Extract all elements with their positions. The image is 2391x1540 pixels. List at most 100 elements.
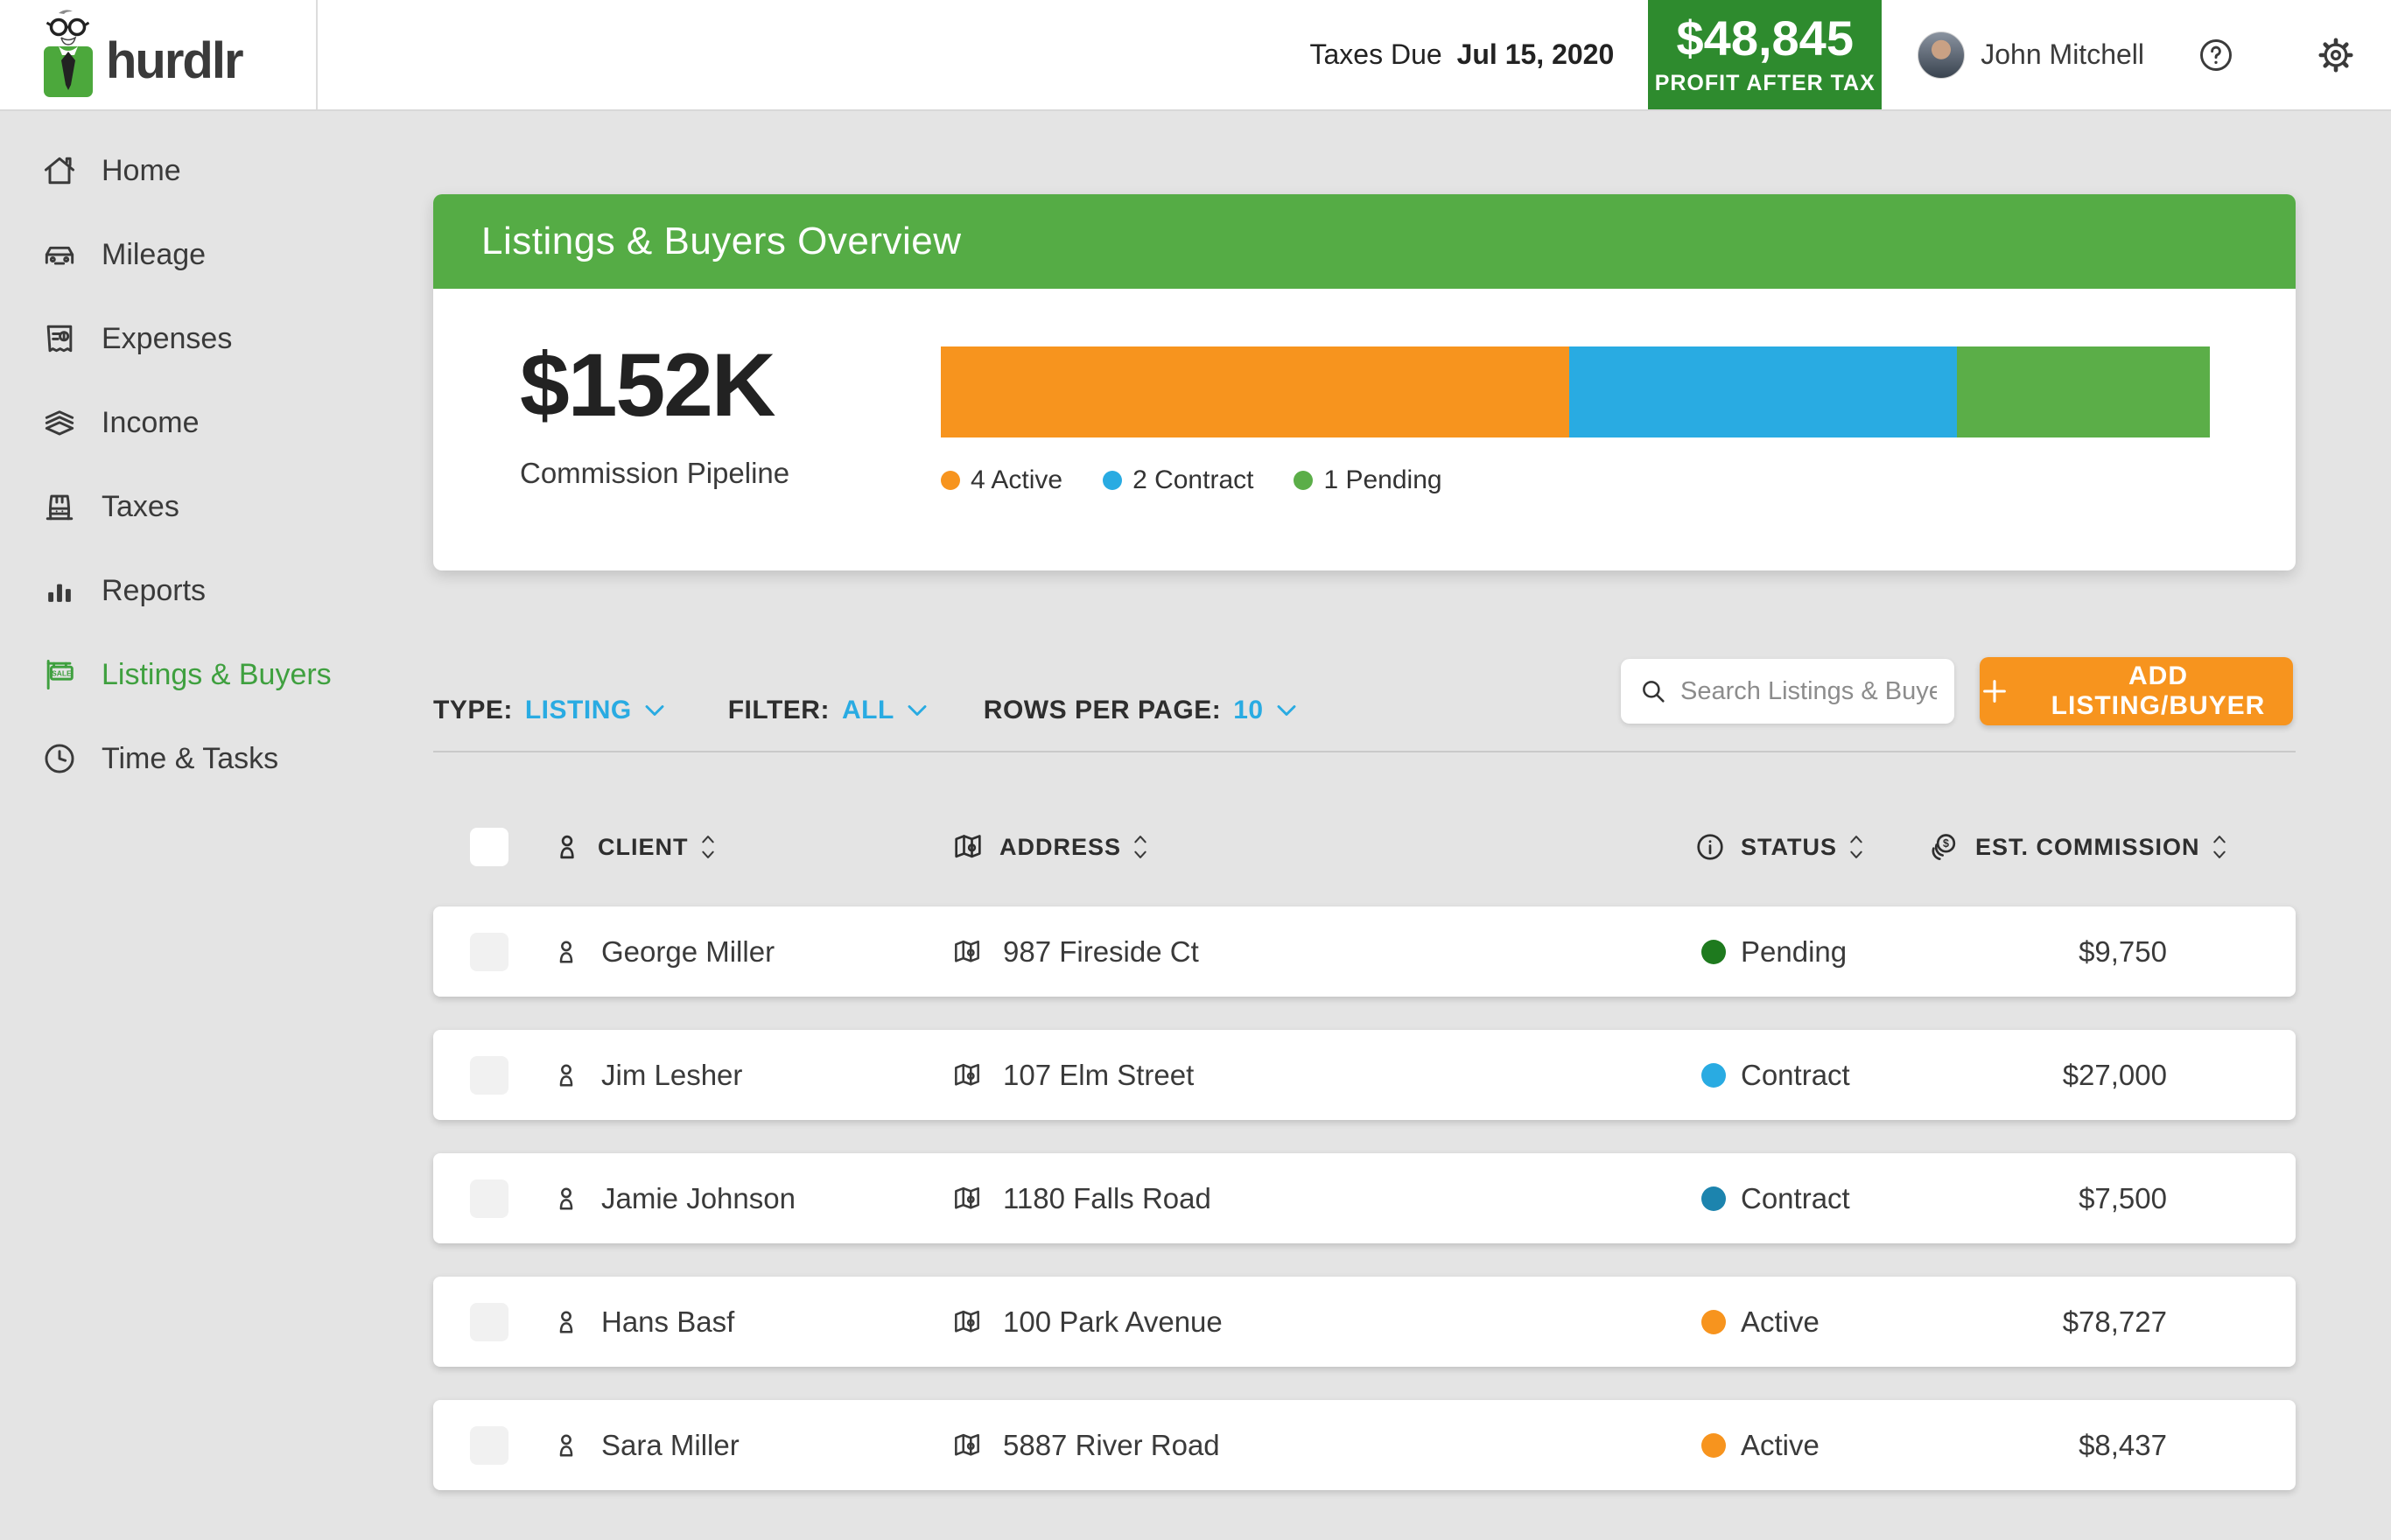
coins-icon: $ (1926, 830, 1961, 864)
filter-label: FILTER: (727, 696, 830, 724)
svg-text:SALE: SALE (52, 668, 72, 677)
sidebar-item-label: Taxes (102, 489, 179, 523)
sidebar-item-reports[interactable]: Reports (0, 549, 318, 633)
chevron-down-icon (642, 703, 667, 718)
type-value: LISTING (524, 696, 632, 724)
legend-label: 4 Active (971, 466, 1063, 494)
commission-value: $8,437 (2079, 1428, 2167, 1461)
map-pin-icon (950, 830, 985, 864)
bar-chart-icon (40, 571, 79, 610)
profit-amount: $48,845 (1676, 10, 1854, 66)
add-button-label: ADD LISTING/BUYER (2051, 662, 2266, 720)
table-row[interactable]: George Miller 987 Fireside Ct Pending $9… (433, 906, 2296, 997)
chevron-down-icon (1274, 703, 1299, 718)
add-listing-buyer-button[interactable]: ADD LISTING/BUYER (1980, 657, 2293, 725)
client-name: Jim Lesher (601, 1058, 743, 1091)
table-row[interactable]: Jim Lesher 107 Elm Street Contract $27,0… (433, 1030, 2296, 1120)
client-name: Hans Basf (601, 1305, 735, 1338)
legend-dot-pending (1294, 471, 1314, 490)
sidebar-item-income[interactable]: Income (0, 381, 318, 465)
sidebar-item-taxes[interactable]: Taxes (0, 465, 318, 549)
sidebar-item-home[interactable]: Home (0, 129, 318, 213)
sort-icon (1133, 832, 1147, 862)
rows-per-page-dropdown[interactable]: ROWS PER PAGE: 10 (984, 696, 1299, 725)
row-checkbox[interactable] (470, 1055, 508, 1095)
sidebar-item-listings-buyers[interactable]: SALE Listings & Buyers (0, 633, 332, 717)
address-text: 100 Park Avenue (1003, 1305, 1223, 1338)
gear-icon[interactable] (2316, 35, 2356, 75)
user-menu[interactable]: John Mitchell (1918, 31, 2144, 79)
taxes-due-label: Taxes Due (1309, 38, 1442, 70)
map-pin-icon (950, 1182, 984, 1215)
column-header-client[interactable]: CLIENT (550, 814, 715, 880)
client-name: Sara Miller (601, 1428, 740, 1461)
address-text: 987 Fireside Ct (1003, 934, 1199, 968)
tophat-icon (40, 487, 79, 526)
column-header-address[interactable]: ADDRESS (950, 814, 1147, 880)
bar-segment-pending (1957, 346, 2210, 438)
sidebar-item-expenses[interactable]: Expenses (0, 297, 318, 381)
sidebar-item-label: Home (102, 153, 181, 187)
profit-label: PROFIT AFTER TAX (1654, 71, 1876, 96)
sidebar: Home Mileage Expenses Income (0, 129, 332, 801)
row-checkbox[interactable] (470, 1179, 508, 1218)
brand-wordmark: hurdlr (106, 32, 244, 89)
person-icon (550, 1183, 582, 1214)
map-pin-icon (950, 935, 984, 969)
commission-value: $9,750 (2079, 934, 2167, 968)
row-checkbox[interactable] (470, 1425, 508, 1465)
row-checkbox[interactable] (470, 1302, 508, 1341)
search-input[interactable] (1680, 676, 1937, 706)
pipeline-legend: 4 Active 2 Contract 1 Pending (941, 466, 1442, 495)
status-text: Active (1741, 1305, 1820, 1338)
legend-item-active: 4 Active (941, 466, 1062, 495)
clock-icon (40, 739, 79, 778)
select-all-checkbox[interactable] (470, 828, 508, 866)
type-dropdown[interactable]: TYPE: LISTING (433, 696, 667, 725)
table-row[interactable]: Jamie Johnson 1180 Falls Road Contract $… (433, 1153, 2296, 1243)
status-text: Contract (1741, 1058, 1850, 1091)
sidebar-item-label: Mileage (102, 237, 207, 271)
commission-value: $78,727 (2062, 1305, 2167, 1338)
plus-icon (1980, 676, 2009, 706)
overview-header: Listings & Buyers Overview (433, 194, 2296, 289)
pipeline-label: Commission Pipeline (520, 457, 790, 489)
column-header-commission[interactable]: $ EST. COMMISSION (1926, 814, 2226, 880)
status-text: Active (1741, 1428, 1820, 1461)
status-text: Contract (1741, 1181, 1850, 1214)
search-icon (1638, 676, 1668, 706)
rows-per-page-value: 10 (1233, 696, 1264, 724)
profit-after-tax-box[interactable]: $48,845 PROFIT AFTER TAX (1648, 0, 1883, 109)
legend-item-contract: 2 Contract (1103, 466, 1253, 495)
sidebar-item-mileage[interactable]: Mileage (0, 213, 318, 297)
overview-card: Listings & Buyers Overview $152K Commiss… (433, 194, 2296, 570)
divider (433, 751, 2296, 752)
sidebar-item-time-tasks[interactable]: Time & Tasks (0, 717, 318, 801)
taxes-due-date: Jul 15, 2020 (1456, 38, 1615, 70)
table-row[interactable]: Hans Basf 100 Park Avenue Active $78,727 (433, 1277, 2296, 1367)
column-header-status[interactable]: STATUS (1693, 814, 1863, 880)
sidebar-item-label: Listings & Buyers (102, 657, 332, 691)
status-dot (1701, 1062, 1726, 1088)
list-controls: TYPE: LISTING FILTER: ALL ROWS PER PAGE:… (433, 679, 1299, 742)
client-name: Jamie Johnson (601, 1181, 796, 1214)
topbar: hurdlr Taxes Due Jul 15, 2020 $48,845 PR… (0, 0, 2391, 111)
status-text: Pending (1741, 934, 1848, 968)
status-dot (1701, 1309, 1726, 1334)
brand[interactable]: hurdlr (0, 0, 318, 109)
bar-segment-active (941, 346, 1569, 438)
commission-value: $7,500 (2079, 1181, 2167, 1214)
commission-value: $27,000 (2062, 1058, 2167, 1091)
legend-item-pending: 1 Pending (1294, 466, 1442, 495)
status-dot (1701, 1186, 1726, 1211)
table-header: CLIENT ADDRESS STATUS (433, 814, 2296, 880)
row-checkbox[interactable] (470, 932, 508, 971)
pipeline-total: $152K (520, 335, 776, 435)
pipeline-stacked-bar (941, 346, 2210, 438)
help-icon[interactable] (2197, 36, 2235, 74)
chevron-down-icon (905, 703, 929, 718)
table-row[interactable]: Sara Miller 5887 River Road Active $8,43… (433, 1400, 2296, 1490)
svg-text:$: $ (1943, 837, 1949, 850)
bar-segment-contract (1568, 346, 1958, 438)
filter-dropdown[interactable]: FILTER: ALL (728, 696, 929, 725)
